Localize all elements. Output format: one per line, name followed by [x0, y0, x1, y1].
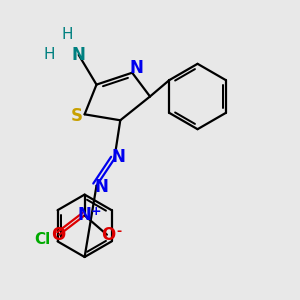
Text: N: N: [78, 206, 92, 224]
Text: O: O: [101, 226, 116, 244]
Text: N: N: [72, 46, 86, 64]
Text: O: O: [51, 226, 65, 244]
Text: N: N: [130, 59, 144, 77]
Text: N: N: [94, 178, 108, 196]
Text: -: -: [117, 225, 122, 238]
Text: S: S: [71, 107, 83, 125]
Text: +: +: [91, 205, 101, 218]
Text: N: N: [112, 148, 126, 166]
Text: Cl: Cl: [34, 232, 50, 247]
Text: H: H: [43, 47, 55, 62]
Text: H: H: [61, 27, 73, 42]
